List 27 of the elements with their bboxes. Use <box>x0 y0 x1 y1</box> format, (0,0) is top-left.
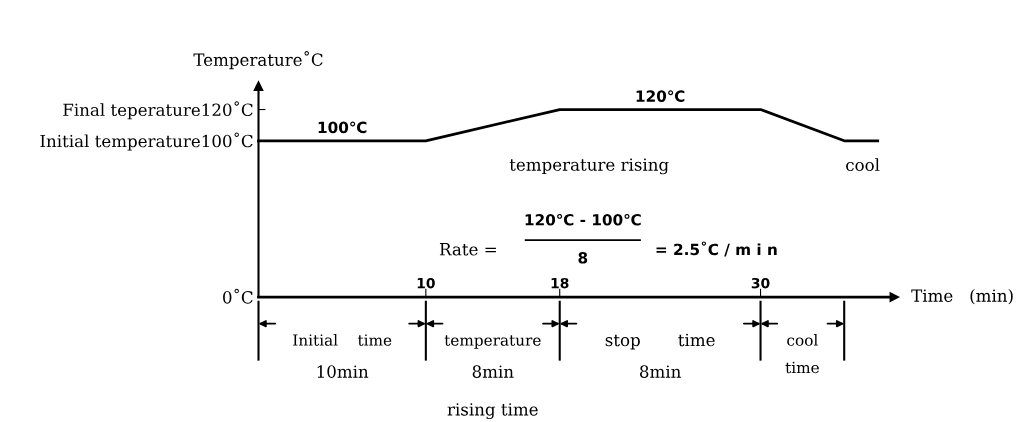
x-tick-label: 30 <box>751 277 770 289</box>
annotation: temperature rising <box>509 158 669 175</box>
text: temperature <box>444 335 541 349</box>
annotation: Rate = <box>439 243 496 256</box>
text: time <box>785 361 819 374</box>
text: 10min <box>317 365 369 378</box>
text: rising time <box>447 403 538 420</box>
annotation: 8 <box>578 251 588 264</box>
text: stop time <box>605 333 715 350</box>
text: Initial time <box>293 334 392 346</box>
annotation: 100℃ <box>318 121 367 134</box>
y-axis-title: Temperature˚C <box>193 51 323 70</box>
y-tick-label: 120˚C <box>202 101 253 117</box>
x-axis-title: Time (min) <box>911 289 1013 305</box>
annotation: 120℃ - 100℃ <box>525 213 641 226</box>
y-tick-label: 0˚C <box>223 288 253 304</box>
text: cool <box>787 334 818 346</box>
y-tick-label: 100˚C <box>202 132 253 148</box>
annotation: cool <box>846 158 880 172</box>
text: 8min <box>472 365 514 378</box>
text: Initial temperature <box>40 134 200 151</box>
text: Final teperature <box>63 103 200 120</box>
x-tick-label: 18 <box>551 277 569 289</box>
x-tick-label: 10 <box>417 277 435 289</box>
text: 8min <box>640 365 681 378</box>
annotation: = 2.5˚C / m i n <box>656 241 777 257</box>
annotation: 120℃ <box>636 90 685 102</box>
